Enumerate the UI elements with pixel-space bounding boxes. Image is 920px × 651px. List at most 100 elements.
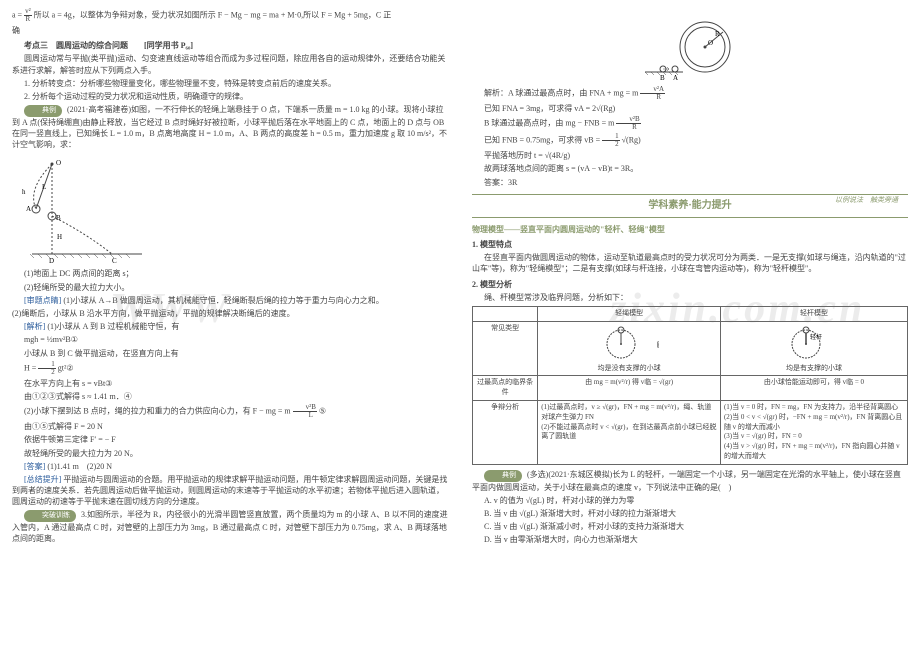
r1-c1: 圆轨道 均是没有支撑的小球 [538,321,721,376]
sol-eq2-r: gt²② [58,363,74,372]
fig2-R: R [715,30,720,38]
left-content: a = v² R 所以 a = 4g，以整体为争辩对象，受力状况如图所示 F −… [12,8,448,545]
r1-c2-cap: 均是有支撑的小球 [724,364,904,374]
sol-text5-line: (2)小球下摆到达 B 点时，绳的拉力和重力的合力供应向心力，有 F − mg … [12,404,448,419]
right-content: O R B A 解析：A 球通过最高点时，由 FNA + mg = m v²A … [472,12,908,546]
ans-label: [答案] [24,462,45,471]
r1-c2: 轻杆 光滑 管道 均是有支撑的小球 [720,321,907,376]
sol-text3: 在水平方向上有 s = vBt③ [12,378,448,389]
r3-c1-2: (2)不能过最高点时 v < √(gr)，在到达最高点前小球已经脱离了圆轨道 [541,423,717,443]
sum-line: [总结提升] 平抛运动与圆周运动的合题。用平抛运动的规律求解平抛运动问题，用牛顿… [12,474,448,508]
sol-eq3-frac: v²B L [293,404,317,419]
r2-label: 过最高点的临界条件 [473,376,538,401]
eq1-frac: v² R [24,8,32,23]
r2-c1: 由 mg = m(v²/r) 得 v临 = √(gr) [538,376,721,401]
break-text: 3.如图所示，半径为 R，内径很小的光滑半圆管竖直放置，两个质量均为 m 的小球… [12,510,448,543]
ex2-text: (多选)(2021·东城区模拟)长为 L 的轻杆，一端固定一个小球，另一端固定在… [472,470,901,492]
fig1-H: H [57,233,62,241]
example-label: 典例 [24,105,62,117]
figure-1: O A B C D h L H [12,154,448,264]
r3-c2-2: (2)当 0 < v < √(gr) 时，−FN + mg = m(v²/r)，… [724,413,904,433]
r-eq3-post: √(Rg) [622,136,641,145]
table-row: 争辩分析 (1)过最高点时，v ≥ √(gr)，FN + mg = m(v²/r… [473,401,908,465]
banner-sub: 以例说法 触类旁通 [835,196,898,206]
eq1-post2: 确 [12,25,448,36]
fig1-h: h [22,188,26,196]
svg-text:圆轨道: 圆轨道 [657,341,659,349]
r1-c1-cap: 均是没有支撑的小球 [541,364,717,374]
sol-eq2-frac: 1 2 [38,361,56,376]
fig2-B: B [660,74,665,82]
r-sol-line3: B 球通过最高点时，由 mg − FNB = m v²B R [472,116,908,131]
optC: C. 当 v 由 √(gL) 渐渐减小时，杆对小球的支持力渐渐增大 [472,521,908,532]
ans-text: (1)1.41 m (2)20 N [47,462,112,471]
th-rope: 轻绳模型 [538,306,721,321]
banner-text: 学科素养·能力提升 [634,197,745,215]
model-table: 轻绳模型 轻杆模型 常见类型 圆轨道 [472,306,908,465]
sol-eq3-num: v²B [293,404,317,412]
fig2-A: A [673,74,678,82]
r2-c2: 由小球恰能运动即可，得 v临 = 0 [720,376,907,401]
r-sol-line1: 解析：A 球通过最高点时，由 FNA + mg = m v²A R [472,86,908,101]
example-block: 典例 (2021·高考福建卷)如图，一不行伸长的轻绳上端悬挂于 O 点，下端系一… [12,104,448,150]
q2: (2)轻绳所受的最大拉力大小。 [12,282,448,293]
figure2-svg: O R B A [635,12,745,82]
eq1-line: a = v² R 所以 a = 4g，以整体为争辩对象，受力状况如图所示 F −… [12,8,448,23]
h2-text: 绳、杆模型常涉及临界问题，分析如下： [472,292,908,303]
r-eq3-den: 2 [602,141,620,148]
r-eq1-num: v²A [640,86,665,94]
table-row: 常见类型 圆轨道 均是没有支撑的小球 [473,321,908,376]
r3-c2: (1)当 v = 0 时，FN = mg，FN 为支持力，沿半径背离圆心 (2)… [720,401,907,465]
q1: (1)地面上 DC 两点间的距离 s； [12,268,448,279]
table-row: 轻绳模型 轻杆模型 [473,306,908,321]
ex2-label: 典例 [484,470,522,482]
para1: 圆周运动常与平抛(类平抛)运动、匀变速直线运动等组合而成为多过程问题，除应用各自… [12,53,448,75]
fig1-L: L [42,183,46,191]
fig2-O: O [708,39,713,47]
sol-text2: 小球从 B 到 C 做平抛运动，在竖直方向上有 [12,348,448,359]
hint-line: [审题点睛] (1)小球从 A→B 做圆周运动，其机械能守恒．轻绳断裂后绳的拉力… [12,295,448,306]
fig1-C: C [112,257,117,264]
r3-c2-4: (4)当 v > √(gr) 时，FN + mg = m(v²/r)，FN 指向… [724,442,904,462]
ans-line: [答案] (1)1.41 m (2)20 N [12,461,448,472]
r3-c1-1: (1)过最高点时，v ≥ √(gr)，FN + mg = m(v²/r)，绳、轨… [541,403,717,423]
th-blank [473,306,538,321]
h1: 1. 模型特点 [472,239,908,250]
sol-eq3-post: ⑤ [319,407,326,416]
r-eq4-in: √(4R/g) [545,151,570,160]
sol-eq3-den: L [293,412,317,419]
hint-text2: (2)绳断后，小球从 B 沿水平方向，做平抛运动，平抛的规律解决断绳后的速度。 [12,308,448,319]
r-sol-text5: 平抛落地历时 t = [484,151,543,160]
sol-text7: 依据牛顿第三定律 F′ = − F [12,434,448,445]
sol-line: [解析] (1)小球从 A 到 B 过程机械能守恒，有 [12,321,448,332]
r-sol-text4: 已知 FNB = 0.75mg，可求得 vB = [484,136,600,145]
r-sol-text3: B 球通过最高点时，由 mg − FNB = m [484,119,614,128]
sol-label: [解析] [24,322,45,331]
sol-eq2-den: 2 [38,369,56,376]
r3-c2-1: (1)当 v = 0 时，FN = mg，FN 为支持力，沿半径背离圆心 [724,403,904,413]
figure-2: O R B A [472,12,908,82]
optA: A. v 的值为 √(gL) 时，杆对小球的弹力为零 [472,495,908,506]
rod-diagram: 轻杆 光滑 管道 [784,324,844,364]
sol-eq2: H = 1 2 gt²② [12,361,448,376]
th-rod: 轻杆模型 [720,306,907,321]
sol-text5: (2)小球下摆到达 B 点时，绳的拉力和重力的合力供应向心力，有 F − mg … [24,407,291,416]
r1-label: 常见类型 [473,321,538,376]
eq1-pre: a = [12,10,22,19]
break-line: 突破训练 3.如图所示，半径为 R，内径很小的光滑半圆管竖直放置，两个质量均为 … [12,509,448,544]
r3-c2-3: (3)当 v = √(gr) 时，FN = 0 [724,432,904,442]
r-sol-line5: 平抛落地历时 t = √(4R/g) [472,150,908,161]
fig1-O: O [56,159,61,167]
rope-diagram: 圆轨道 [599,324,659,364]
r-eq2-num: v²B [616,116,640,124]
eq1-den: R [24,16,32,23]
r-sol-text2: 已知 FNA = 3mg，可求得 vA = 2√(Rg) [472,103,908,114]
fig1-A: A [26,205,31,213]
left-column: WWW a = v² R 所以 a = 4g，以整体为争辩对象，受力状况如图所示… [0,0,460,651]
figure1-svg: O A B C D h L H [12,154,152,264]
hint-label: [审题点睛] [24,296,61,305]
sum-text: 平抛运动与圆周运动的合题。用平抛运动的规律求解平抛运动问题，用牛顿定律求解圆周运… [12,475,447,506]
h1-text: 在竖直平面内做圆周运动的物体，运动至轨道最高点时的受力状况可分为两类．一是无支撑… [472,252,908,274]
table-row: 过最高点的临界条件 由 mg = m(v²/r) 得 v临 = √(gr) 由小… [473,376,908,401]
r-eq1-frac: v²A R [640,86,665,101]
